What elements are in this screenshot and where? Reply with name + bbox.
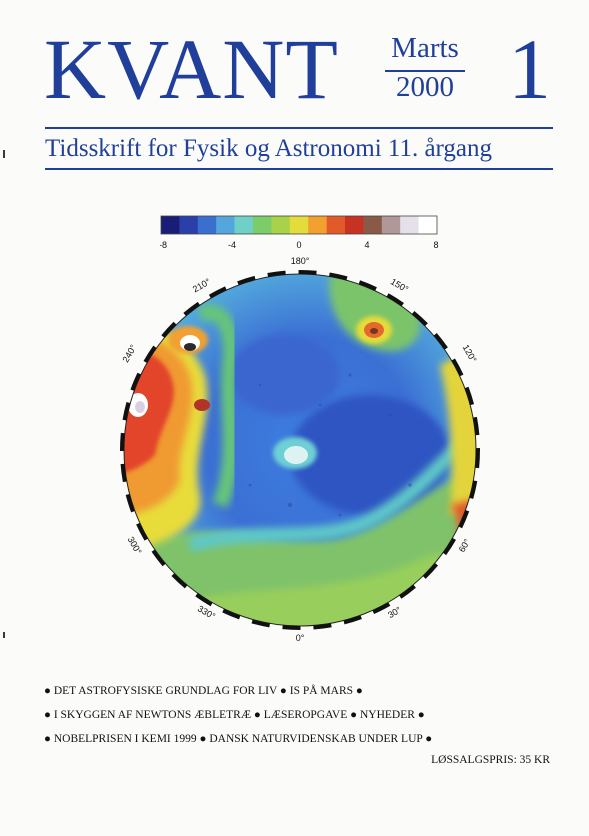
contents-line: ● NOBELPRISEN I KEMI 1999 ● DANSK NATURV… [44,733,433,746]
longitude-label: 150° [389,276,410,294]
scale-color-cell [418,216,438,234]
issue-number: 1 [508,21,551,117]
scale-color-cell [197,216,217,234]
scale-tick-label: 4 [364,240,369,250]
issue-year: 2000 [396,71,454,103]
contents-item: IS PÅ MARS [289,685,354,697]
mars-polar-topography-map: 180° 150° 120° 60° 30° 0° 330° 300° 240°… [120,256,480,643]
longitude-label: 180° [291,256,310,266]
contents-item: I SKYGGEN AF NEWTONS ÆBLETRÆ [53,709,252,721]
bottom-rule [45,168,553,170]
scale-tick-label: 0 [296,240,301,250]
issue-month: Marts [391,32,459,64]
scale-color-cell [308,216,327,234]
scale-color-cell [326,216,346,234]
longitude-label: 120° [461,343,479,364]
bullet-icon: ● [355,685,363,697]
scale-tick-label: 8 [433,240,438,250]
binding-mark [3,150,5,158]
issue-date-rule [385,70,465,72]
longitude-label: 0° [296,633,305,643]
longitude-label: 240° [120,343,138,364]
scale-color-cell [234,216,254,234]
scale-color-cell [179,216,199,234]
longitude-label: 30° [386,604,403,620]
scale-color-cell [271,216,291,234]
elevation-scale: -8 -4 0 4 8 [160,215,439,250]
scale-tick-label: -4 [228,240,236,250]
longitude-label: 210° [191,276,212,294]
top-rule [45,127,553,129]
longitude-label: 330° [196,603,217,621]
contents-item: NYHEDER [359,709,415,721]
scale-color-cell [400,216,419,234]
scale-color-cell [381,216,401,234]
scale-tick-label: -8 [160,240,167,250]
subtitle: Tidsskrift for Fysik og Astronomi 11. år… [45,135,493,162]
scale-color-cell [363,216,383,234]
bullet-icon: ● [199,733,210,745]
bullet-icon: ● [425,733,433,745]
scale-color-cell [289,216,309,234]
masthead-title: KVANT [44,21,339,117]
scale-color-cell [216,216,235,234]
terrain [124,274,476,626]
contents-line: ● DET ASTROFYSISKE GRUNDLAG FOR LIV ● IS… [44,685,363,698]
bullet-icon: ● [44,685,54,697]
contents-item: NOBELPRISEN I KEMI 1999 [53,733,197,745]
longitude-label: 60° [457,537,473,554]
contents-item: DET ASTROFYSISKE GRUNDLAG FOR LIV [53,685,278,697]
longitude-label: 300° [126,535,144,556]
binding-mark [3,632,5,638]
contents-line: ● I SKYGGEN AF NEWTONS ÆBLETRÆ ● LÆSEROP… [44,709,425,722]
scale-color-cell [345,216,364,234]
bullet-icon: ● [417,709,425,721]
bullet-icon: ● [253,709,264,721]
scale-color-cell [253,216,272,234]
bullet-icon: ● [279,685,290,697]
contents-item: DANSK NATURVIDENSKAB UNDER LUP [209,733,423,745]
contents-item: LÆSEROPGAVE [263,709,348,721]
bullet-icon: ● [350,709,360,721]
scale-color-cell [161,216,180,234]
bullet-icon: ● [44,709,54,721]
cover-price: LØSSALGSPRIS: 35 KR [431,754,550,766]
bullet-icon: ● [44,733,54,745]
